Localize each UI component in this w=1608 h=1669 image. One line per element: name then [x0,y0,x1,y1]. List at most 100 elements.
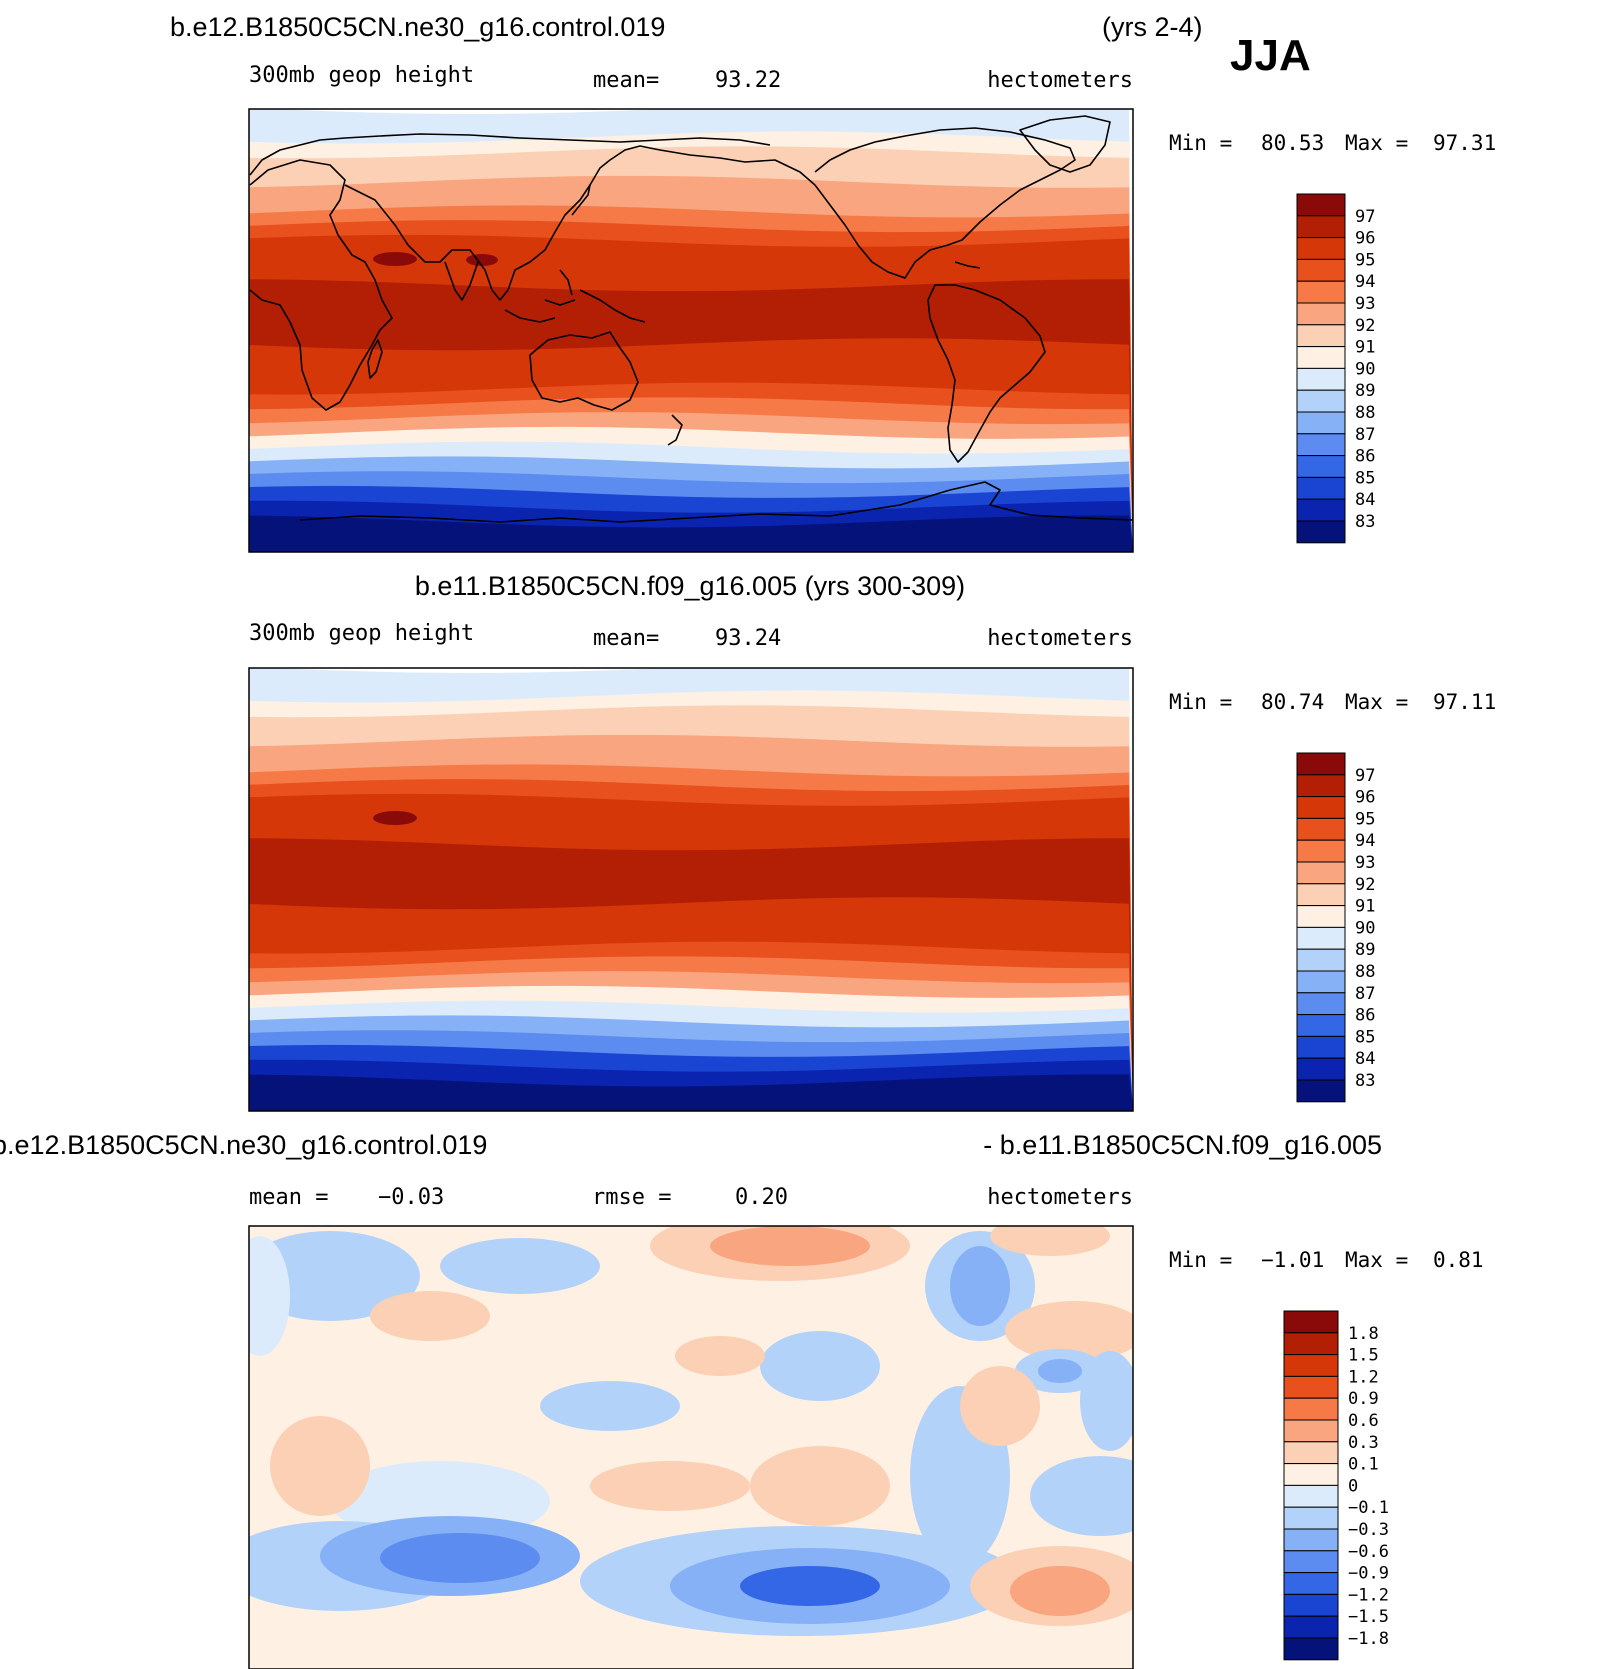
colorbar-label: 0.6 [1348,1411,1379,1431]
colorbar-label: 87 [1355,984,1375,1004]
colorbar-box [1296,905,1346,928]
colorbar-label: −0.1 [1348,1498,1389,1518]
colorbar-box [1283,1550,1339,1574]
colorbar-box [1296,970,1346,994]
colorbar-label: −1.8 [1348,1629,1389,1649]
colorbar-box [1283,1354,1339,1377]
colorbar-box [1296,455,1346,478]
colorbar-box [1296,861,1346,885]
panel-1-mean-value: 93.22 [715,68,781,93]
colorbar-label: 97 [1355,207,1375,227]
colorbar-label: −0.9 [1348,1564,1389,1584]
colorbar-box [1296,258,1346,282]
colorbar-box [1283,1528,1339,1552]
max-label: Max = [1345,1248,1408,1272]
min-value: 80.53 [1261,131,1324,155]
colorbar-label: 90 [1355,918,1375,938]
contour-blob [249,1236,290,1356]
season-label: JJA [1230,31,1311,80]
colorbar-box [1296,520,1346,544]
max-value: 97.11 [1433,690,1496,714]
colorbar-label: 83 [1355,512,1375,532]
contour-blob [1010,1566,1110,1616]
panel-2-title: b.e11.B1850C5CN.f09_g16.005 (yrs 300-309… [415,571,965,601]
contour-blob [540,1381,680,1431]
colorbar-box [1296,302,1346,326]
colorbar-label: 96 [1355,788,1375,808]
colorbar-box [1283,1310,1339,1334]
colorbar-box [1296,1035,1346,1059]
colorbar-box [1296,237,1346,260]
colorbar-box [1283,1441,1339,1465]
colorbar-box [1296,883,1346,907]
contour-blob [1030,1456,1133,1536]
contour-blob [1038,1359,1082,1383]
colorbar-label: 93 [1355,853,1375,873]
colorbar-label: 96 [1355,229,1375,249]
colorbar-label: 93 [1355,294,1375,314]
colorbar-box [1296,280,1346,304]
colorbar-box [1296,1014,1346,1037]
map-frame-3 [248,1225,1134,1669]
map-field-2 [249,668,1133,1111]
colorbar-box [1296,389,1346,413]
colorbar-label: 95 [1355,809,1375,829]
contour-blob [380,1533,540,1583]
colorbar-label: 1.5 [1348,1346,1379,1366]
colorbar-label: 91 [1355,897,1375,917]
colorbar-3: 1.81.51.20.90.60.30.10−0.1−0.3−0.6−0.9−1… [1283,1310,1389,1661]
colorbar-label: −0.6 [1348,1542,1389,1562]
colorbar-box [1296,839,1346,863]
colorbar-label: 1.2 [1348,1367,1379,1387]
contour-blob [710,1226,870,1266]
colorbar-label: 84 [1355,490,1375,510]
colorbar-box [1283,1572,1339,1595]
colorbar-box [1283,1484,1339,1508]
contour-spot [373,252,417,266]
map-frame-2 [248,667,1134,1112]
min-label: Min = [1169,690,1232,714]
panel-1-variable: 300mb geop height [249,63,474,88]
colorbar-label: 90 [1355,359,1375,379]
colorbar-box [1296,498,1346,522]
contour-blob [990,1226,1110,1256]
max-label: Max = [1345,690,1408,714]
colorbar-box [1296,411,1346,435]
colorbar-label: −1.5 [1348,1607,1389,1627]
panel-3-title-right: - b.e11.B1850C5CN.f09_g16.005 [983,1130,1382,1160]
colorbar-label: 89 [1355,940,1375,960]
colorbar-box [1296,433,1346,457]
panel-3-rmse-value: 0.20 [735,1185,788,1210]
map-field-1 [249,109,1133,552]
contour-blob [1080,1351,1133,1451]
contour-blob [370,1291,490,1341]
panel-3-rmse-label: rmse = [592,1185,671,1210]
colorbar-box [1283,1615,1339,1639]
colorbar-box [1296,1079,1346,1103]
colorbar-label: 94 [1355,831,1375,851]
contour-spot [466,254,498,266]
colorbar-label: 91 [1355,338,1375,358]
contour-blob [249,1231,420,1321]
colorbar-box [1296,193,1346,217]
contour-band [249,530,1133,552]
colorbar-box [1296,476,1346,500]
colorbar-label: 1.8 [1348,1324,1379,1344]
colorbar-label: 85 [1355,1027,1375,1047]
colorbar-box [1283,1419,1339,1443]
min-label: Min = [1169,131,1232,155]
colorbar-label: 0 [1348,1476,1358,1496]
colorbar-box [1296,346,1346,369]
panel-2-mean-value: 93.24 [715,626,781,651]
colorbar-label: 84 [1355,1049,1375,1069]
colorbar-box [1283,1463,1339,1486]
contour-blob [675,1336,765,1376]
contour-blob [960,1366,1040,1446]
panel-2-units: hectometers [987,626,1133,651]
contour-blob [760,1331,880,1401]
colorbar-label: 85 [1355,468,1375,488]
colorbar-label: −1.2 [1348,1585,1389,1605]
colorbar-box [1283,1593,1339,1617]
